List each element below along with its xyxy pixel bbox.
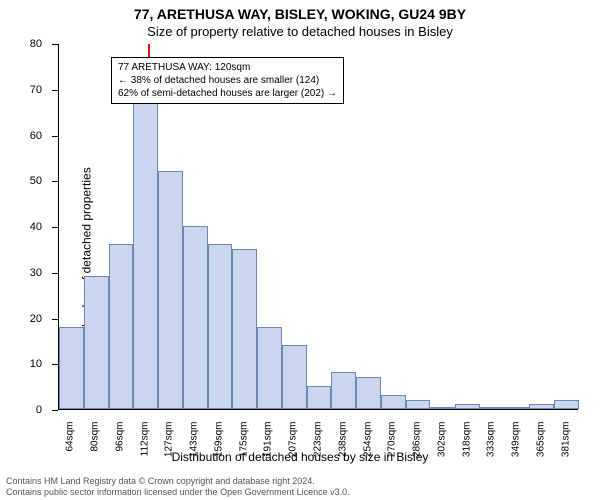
ytick-label: 0 [0, 404, 50, 416]
histogram-bar [430, 407, 455, 409]
xtick-label: 223sqm [313, 422, 324, 472]
chart-container: 77, ARETHUSA WAY, BISLEY, WOKING, GU24 9… [0, 0, 600, 500]
plot-area: 77 ARETHUSA WAY: 120sqm ← 38% of detache… [58, 44, 578, 410]
xtick-label: 159sqm [213, 422, 224, 472]
histogram-bar [331, 372, 356, 409]
xtick-label: 318sqm [461, 422, 472, 472]
histogram-bar [307, 386, 332, 409]
xtick-label: 286sqm [412, 422, 423, 472]
histogram-bar [109, 244, 134, 409]
histogram-bar [232, 249, 257, 409]
xtick-label: 365sqm [535, 422, 546, 472]
ytick-label: 40 [0, 221, 50, 233]
ytick-label: 70 [0, 84, 50, 96]
xtick-label: 64sqm [65, 422, 76, 472]
xtick-label: 207sqm [288, 422, 299, 472]
xtick-label: 349sqm [511, 422, 522, 472]
histogram-bar [257, 327, 282, 409]
x-axis-label: Distribution of detached houses by size … [0, 450, 600, 464]
xtick-label: 96sqm [114, 422, 125, 472]
ytick [52, 410, 58, 411]
histogram-bar [554, 400, 579, 409]
histogram-bar [84, 276, 109, 409]
xtick-label: 175sqm [238, 422, 249, 472]
histogram-bar [59, 327, 84, 409]
xtick-label: 381sqm [560, 422, 571, 472]
annotation-line2: ← 38% of detached houses are smaller (12… [118, 74, 337, 87]
histogram-bar [406, 400, 431, 409]
chart-title: 77, ARETHUSA WAY, BISLEY, WOKING, GU24 9… [0, 6, 600, 22]
histogram-bar [455, 404, 480, 409]
histogram-bar [381, 395, 406, 409]
ytick-label: 20 [0, 313, 50, 325]
ytick-label: 10 [0, 358, 50, 370]
xtick-label: 333sqm [486, 422, 497, 472]
histogram-bar [529, 404, 554, 409]
xtick-label: 143sqm [189, 422, 200, 472]
annotation-line3: 62% of semi-detached houses are larger (… [118, 87, 337, 100]
xtick-label: 270sqm [387, 422, 398, 472]
xtick-label: 127sqm [164, 422, 175, 472]
histogram-bar [133, 98, 158, 409]
xtick-label: 112sqm [139, 422, 150, 472]
histogram-bar [208, 244, 233, 409]
credits: Contains HM Land Registry data © Crown c… [6, 476, 350, 498]
annotation-line1: 77 ARETHUSA WAY: 120sqm [118, 61, 337, 74]
chart-subtitle: Size of property relative to detached ho… [0, 24, 600, 39]
histogram-bar [505, 407, 530, 409]
histogram-bar [158, 171, 183, 409]
histogram-bar [183, 226, 208, 409]
histogram-bar [480, 407, 505, 409]
ytick-label: 60 [0, 130, 50, 142]
xtick-label: 80sqm [90, 422, 101, 472]
histogram-bar [356, 377, 381, 409]
xtick-label: 254sqm [362, 422, 373, 472]
xtick-label: 302sqm [436, 422, 447, 472]
ytick-label: 80 [0, 38, 50, 50]
xtick-label: 238sqm [337, 422, 348, 472]
credits-line2: Contains public sector information licen… [6, 487, 350, 498]
xtick-label: 191sqm [263, 422, 274, 472]
ytick-label: 30 [0, 267, 50, 279]
ytick-label: 50 [0, 175, 50, 187]
credits-line1: Contains HM Land Registry data © Crown c… [6, 476, 350, 487]
annotation-box: 77 ARETHUSA WAY: 120sqm ← 38% of detache… [111, 57, 344, 104]
histogram-bar [282, 345, 307, 409]
